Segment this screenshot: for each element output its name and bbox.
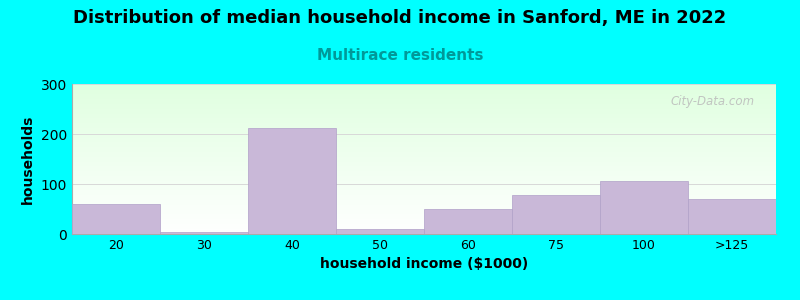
Bar [336,229,424,234]
Bar [424,209,512,234]
Bar [160,232,248,234]
Bar [688,199,776,234]
Text: Multirace residents: Multirace residents [317,48,483,63]
X-axis label: household income ($1000): household income ($1000) [320,257,528,272]
Bar [600,181,688,234]
Text: City-Data.com: City-Data.com [670,94,755,107]
Y-axis label: households: households [22,114,35,204]
Bar [72,204,160,234]
Bar [248,128,336,234]
Text: Distribution of median household income in Sanford, ME in 2022: Distribution of median household income … [74,9,726,27]
Bar [512,195,600,234]
